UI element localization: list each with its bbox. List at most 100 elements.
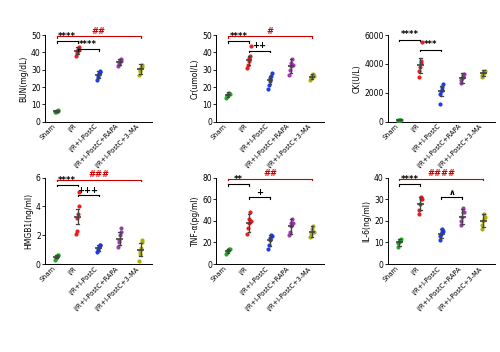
Point xyxy=(458,218,466,224)
Y-axis label: IL-6(ng/ml): IL-6(ng/ml) xyxy=(362,200,371,242)
Point xyxy=(51,257,59,263)
Text: **: ** xyxy=(234,175,243,184)
Point xyxy=(93,250,101,255)
Point xyxy=(95,244,103,250)
Point xyxy=(306,77,314,83)
Text: ****: **** xyxy=(58,32,76,41)
Point xyxy=(417,196,425,202)
Point xyxy=(225,90,233,96)
Point xyxy=(246,53,254,59)
Point xyxy=(94,74,102,80)
Point xyxy=(138,240,145,245)
Point xyxy=(416,201,424,206)
Point xyxy=(244,220,252,226)
Point xyxy=(114,63,122,69)
Point xyxy=(266,76,274,81)
Point xyxy=(265,242,273,247)
Text: ****: **** xyxy=(230,32,248,41)
Point xyxy=(135,258,143,264)
Point xyxy=(438,84,446,90)
Point xyxy=(225,246,233,252)
Point xyxy=(52,256,60,261)
Point xyxy=(418,194,426,200)
Point xyxy=(457,222,465,228)
Point xyxy=(308,72,316,78)
Point xyxy=(480,212,488,217)
Point xyxy=(74,211,82,216)
Point xyxy=(246,218,254,224)
Point xyxy=(438,229,446,234)
Point xyxy=(396,117,404,123)
Point xyxy=(118,58,126,64)
Point xyxy=(224,92,232,98)
Point xyxy=(223,93,231,99)
Point xyxy=(286,67,294,73)
Point xyxy=(288,62,296,67)
Point xyxy=(94,245,102,251)
Text: #: # xyxy=(266,27,274,36)
Point xyxy=(53,253,61,259)
Text: ***: *** xyxy=(424,40,438,49)
Y-axis label: HMGB1(ng/ml): HMGB1(ng/ml) xyxy=(24,193,33,249)
Text: +++: +++ xyxy=(78,186,98,195)
Point xyxy=(96,243,104,248)
Point xyxy=(306,234,314,240)
Point xyxy=(460,209,468,215)
Point xyxy=(308,227,316,232)
Point xyxy=(268,70,276,76)
Point xyxy=(414,212,422,217)
Point xyxy=(116,232,124,238)
Point xyxy=(72,51,80,56)
Point xyxy=(459,74,467,80)
Point xyxy=(224,247,232,253)
Point xyxy=(478,74,486,80)
Point xyxy=(266,235,274,241)
Point xyxy=(308,74,316,80)
Point xyxy=(396,117,404,123)
Point xyxy=(74,203,82,209)
Point xyxy=(288,220,296,226)
Point xyxy=(478,222,486,228)
Point xyxy=(266,78,274,84)
Point xyxy=(94,247,102,253)
Point xyxy=(439,81,447,87)
Point xyxy=(224,248,232,254)
Point xyxy=(286,224,294,229)
Point xyxy=(396,239,404,244)
Point xyxy=(135,72,143,78)
Point xyxy=(395,240,403,245)
Point xyxy=(480,69,488,75)
Point xyxy=(460,71,468,77)
Point xyxy=(115,237,123,243)
Point xyxy=(72,231,80,237)
Point xyxy=(288,216,296,221)
Point xyxy=(74,46,82,52)
Point xyxy=(438,87,446,93)
Y-axis label: Cr(umol/L): Cr(umol/L) xyxy=(190,58,200,99)
Point xyxy=(457,80,465,86)
Point xyxy=(114,240,122,245)
Point xyxy=(460,73,468,78)
Point xyxy=(397,117,405,122)
Text: ****: **** xyxy=(58,176,76,184)
Point xyxy=(54,108,62,113)
Point xyxy=(137,245,145,251)
Point xyxy=(136,66,144,72)
Point xyxy=(416,207,424,213)
Text: ****: **** xyxy=(79,40,97,49)
Point xyxy=(138,237,146,243)
Point xyxy=(96,242,104,247)
Point xyxy=(244,226,252,231)
Text: ##: ## xyxy=(92,27,106,36)
Point xyxy=(416,68,424,74)
Point xyxy=(288,220,296,226)
Text: ∧: ∧ xyxy=(448,188,456,197)
Point xyxy=(54,252,62,257)
Point xyxy=(288,60,296,65)
Point xyxy=(396,238,404,243)
Point xyxy=(310,229,318,234)
Point xyxy=(416,64,424,70)
Point xyxy=(395,117,403,123)
Point xyxy=(436,101,444,107)
Point xyxy=(136,251,143,257)
